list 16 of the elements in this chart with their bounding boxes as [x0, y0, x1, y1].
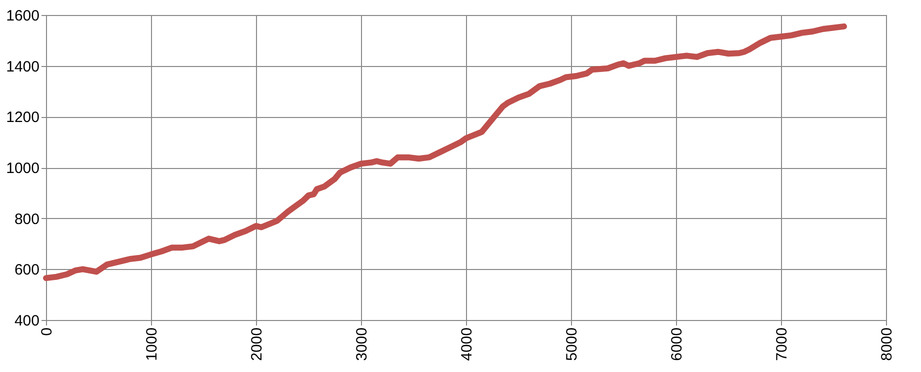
- y-tick-label: 600: [14, 262, 40, 279]
- x-tick-label: 2000: [248, 328, 266, 361]
- x-tick-label: 1000: [144, 328, 160, 361]
- y-tick-label: 1200: [6, 109, 40, 126]
- x-tick-label: 5000: [564, 328, 580, 361]
- x-tick-label: 3000: [354, 328, 370, 361]
- x-tick-label: 6000: [668, 328, 686, 361]
- x-tick-label: 8000: [878, 328, 896, 361]
- y-tick-label: 1600: [6, 8, 40, 24]
- y-tick-label: 400: [14, 312, 40, 330]
- y-tick-label: 800: [14, 210, 40, 228]
- x-tick-label: 4000: [458, 328, 476, 361]
- y-tick-label: 1400: [6, 58, 40, 76]
- x-tick-label: 0: [38, 328, 56, 336]
- y-tick-label: 1000: [6, 160, 40, 177]
- x-tick-label: 7000: [774, 328, 790, 361]
